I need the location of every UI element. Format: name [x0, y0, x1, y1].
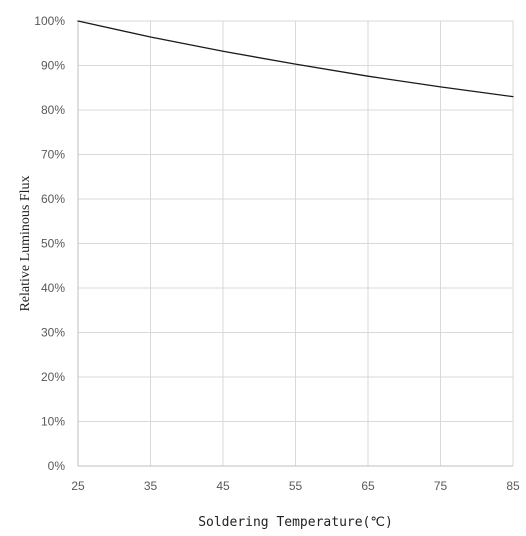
x-tick-label: 55 — [289, 479, 303, 493]
y-axis-label: Relative Luminous Flux — [18, 175, 33, 311]
axes — [77, 21, 513, 467]
y-tick-label: 50% — [41, 237, 65, 251]
y-tick-label: 20% — [41, 370, 65, 384]
x-tick-label: 75 — [434, 479, 448, 493]
y-tick-label: 30% — [41, 326, 65, 340]
x-tick-label: 65 — [361, 479, 375, 493]
x-tick-label: 45 — [216, 479, 230, 493]
x-tick-label: 25 — [71, 479, 85, 493]
y-tick-label: 10% — [41, 415, 65, 429]
y-tick-label: 100% — [34, 14, 65, 28]
y-tick-label: 70% — [41, 148, 65, 162]
y-tick-label: 0% — [48, 459, 66, 473]
y-tick-label: 80% — [41, 103, 65, 117]
horizontal-gridlines — [78, 20, 513, 422]
x-tick-label: 35 — [144, 479, 158, 493]
x-tick-labels: 25 35 45 55 65 75 85 — [71, 479, 520, 493]
y-tick-label: 60% — [41, 192, 65, 206]
x-axis-label: Soldering Temperature(℃) — [198, 515, 393, 530]
y-tick-labels: 0% 10% 20% 30% 40% 50% 60% 70% 80% 90% 100% — [34, 14, 65, 473]
y-tick-label: 90% — [41, 59, 65, 73]
y-tick-label: 40% — [41, 281, 65, 295]
x-tick-label: 85 — [506, 479, 520, 493]
series-line — [77, 20, 514, 98]
series-layer — [77, 20, 514, 98]
